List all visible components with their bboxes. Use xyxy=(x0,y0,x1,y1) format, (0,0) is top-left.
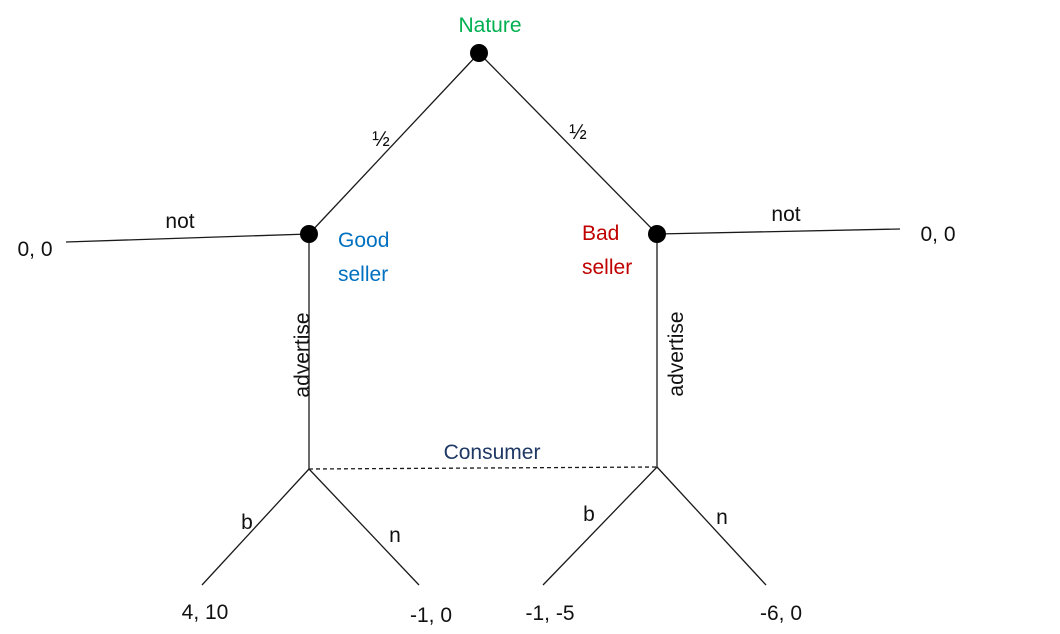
payoff-good-not: 0, 0 xyxy=(17,238,52,261)
good-seller-node xyxy=(300,225,318,243)
good-n-label: n xyxy=(389,524,401,547)
good-seller-label-line1: Good xyxy=(338,229,389,252)
payoff-good-n: -1, 0 xyxy=(410,604,452,627)
bad-seller-node xyxy=(648,225,666,243)
bad-advertise-label: advertise xyxy=(665,311,688,396)
edge-good-n xyxy=(308,468,420,586)
good-advertise-label: advertise xyxy=(291,312,314,397)
edge-nature-to-bad xyxy=(478,52,658,235)
edge-bad-b xyxy=(542,466,658,586)
payoff-bad-b: -1, -5 xyxy=(525,602,574,625)
edge-good-b xyxy=(201,468,310,586)
bad-n-label: n xyxy=(716,506,728,529)
bad-seller-label-line1: Bad xyxy=(582,222,619,245)
nature-node xyxy=(470,44,488,62)
payoff-bad-not: 0, 0 xyxy=(920,223,955,246)
edge-bad-not xyxy=(656,228,901,235)
payoff-bad-n: -6, 0 xyxy=(760,602,802,625)
good-seller-label-line2: seller xyxy=(338,263,388,286)
good-not-label: not xyxy=(165,210,194,233)
payoff-good-b: 4, 10 xyxy=(182,601,229,624)
edge-good-not xyxy=(65,233,310,243)
nature-label: Nature xyxy=(458,14,521,37)
bad-b-label: b xyxy=(583,503,595,526)
prob-left-label: ½ xyxy=(372,128,390,151)
edge-nature-to-good xyxy=(308,52,480,235)
edge-bad-n xyxy=(656,466,767,586)
good-b-label: b xyxy=(241,511,253,534)
information-set-line xyxy=(308,466,658,470)
bad-not-label: not xyxy=(771,203,800,226)
consumer-label: Consumer xyxy=(444,441,541,464)
prob-right-label: ½ xyxy=(569,121,587,144)
bad-seller-label-line2: seller xyxy=(582,256,632,279)
